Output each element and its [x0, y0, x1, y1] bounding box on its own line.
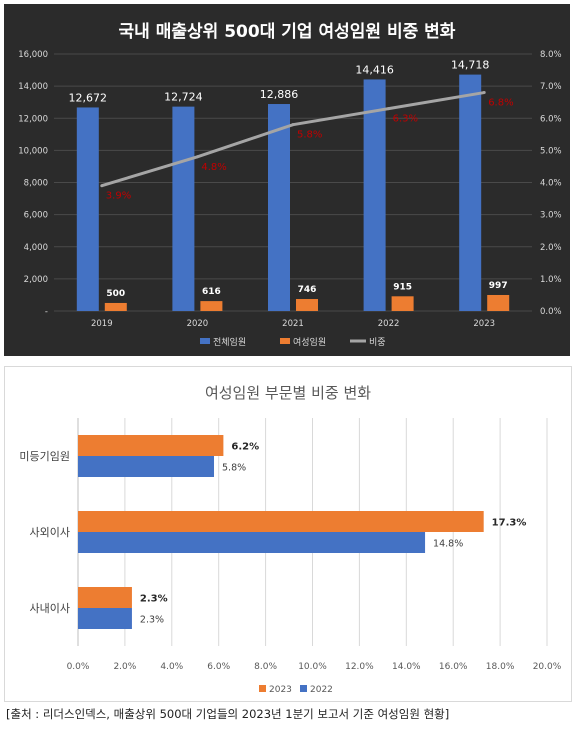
- legend-label: 2022: [310, 685, 333, 695]
- data-label-ratio: 3.9%: [106, 191, 131, 202]
- bar-2023: [78, 511, 484, 532]
- bar-female-executives: [391, 296, 414, 311]
- data-label-2022: 2.3%: [140, 615, 164, 626]
- x-tick-label: 2023: [473, 319, 495, 329]
- legend: 2023 2022: [259, 685, 333, 695]
- data-label-female: 746: [298, 285, 317, 295]
- data-label-2023: 6.2%: [231, 442, 259, 453]
- y-left-tick-label: 4,000: [24, 243, 48, 253]
- bar-female-executives: [104, 302, 127, 311]
- x-tick-label: 2020: [187, 319, 209, 329]
- x-tick-label: 12.0%: [345, 662, 374, 672]
- legend: 전체임원 여성임원 비중: [200, 336, 386, 348]
- data-label-total: 12,886: [260, 88, 299, 101]
- x-tick-label: 14.0%: [392, 662, 421, 672]
- data-label-female: 616: [202, 287, 221, 297]
- y-left-tick-label: -: [45, 307, 48, 317]
- y-right-tick-label: 0.0%: [540, 307, 562, 317]
- x-tick-label: 16.0%: [439, 662, 468, 672]
- y-right-tick-label: 2.0%: [540, 243, 562, 253]
- line-ratio-point: [100, 184, 104, 188]
- bar-2022: [78, 456, 215, 477]
- y-right-tick-label: 3.0%: [540, 211, 562, 221]
- y-left-tick-label: 2,000: [24, 275, 48, 285]
- y-left-tick-label: 14,000: [18, 82, 48, 92]
- x-tick-label: 18.0%: [486, 662, 515, 672]
- y-right-tick-label: 5.0%: [540, 146, 562, 156]
- bar-total-executives: [76, 107, 99, 312]
- bar-2022: [78, 532, 426, 553]
- y-category-label: 미등기임원: [19, 450, 70, 463]
- legend-swatch: [259, 685, 266, 692]
- legend-label: 비중: [369, 337, 386, 348]
- x-tick-label: 10.0%: [298, 662, 327, 672]
- data-label-ratio: 5.8%: [297, 130, 322, 141]
- data-label-female: 997: [489, 281, 508, 291]
- y-right-tick-label: 1.0%: [540, 275, 562, 285]
- data-label-2022: 5.8%: [222, 463, 246, 474]
- bar-2023: [78, 587, 132, 608]
- line-ratio-point: [387, 107, 391, 111]
- bar-female-executives: [296, 299, 318, 311]
- legend-label: 2023: [269, 685, 292, 695]
- x-tick-label: 8.0%: [254, 662, 277, 672]
- x-tick-label: 2019: [91, 319, 113, 329]
- y-right-tick-label: 8.0%: [540, 50, 562, 60]
- x-tick-label: 20.0%: [533, 662, 562, 672]
- y-category-label: 사내이사: [30, 602, 70, 615]
- y-left-tick-label: 6,000: [24, 211, 48, 221]
- bar-female-executives: [200, 301, 223, 311]
- data-label-female: 915: [393, 282, 412, 292]
- data-label-total: 14,718: [451, 59, 490, 72]
- y-right-tick-label: 7.0%: [540, 82, 562, 92]
- chart-female-executive-by-section: 여성임원 부문별 비중 변화 0.0% 2.0% 4.0% 6.0% 8.0% 10.0% 1…: [4, 366, 572, 702]
- bar-total-executives: [363, 79, 386, 312]
- x-tick-label: 0.0%: [67, 662, 90, 672]
- legend-label: 전체임원: [213, 336, 246, 348]
- y-category-label: 사외이사: [30, 526, 70, 539]
- legend-label: 여성임원: [293, 336, 326, 348]
- legend-swatch: [200, 338, 210, 344]
- y-left-tick-label: 8,000: [24, 179, 48, 189]
- data-label-total: 12,672: [69, 91, 108, 104]
- data-label-ratio: 6.8%: [488, 98, 513, 109]
- data-label-female: 500: [106, 289, 125, 299]
- line-ratio-point: [482, 91, 486, 95]
- x-tick-label: 2021: [282, 319, 304, 329]
- legend-swatch: [280, 338, 290, 344]
- source-note: [출처 : 리더스인덱스, 매출상위 500대 기업들의 2023년 1분기 보…: [6, 707, 450, 721]
- y-right-tick-label: 6.0%: [540, 114, 562, 124]
- bar-2023: [78, 435, 224, 456]
- data-label-ratio: 6.3%: [393, 114, 418, 125]
- line-ratio-point: [195, 155, 199, 159]
- chart-title: 여성임원 부문별 비중 변화: [205, 384, 371, 402]
- y-left-tick-label: 16,000: [18, 50, 48, 60]
- chart-title: 국내 매출상위 500대 기업 여성임원 비중 변화: [119, 21, 456, 42]
- line-ratio-point: [291, 123, 295, 127]
- bar-female-executives: [487, 294, 510, 311]
- x-tick-label: 2022: [378, 319, 400, 329]
- x-tick-label: 2.0%: [113, 662, 136, 672]
- data-label-2023: 2.3%: [140, 594, 168, 605]
- bar-total-executives: [459, 74, 482, 311]
- y-left-tick-label: 10,000: [18, 146, 48, 156]
- x-tick-label: 6.0%: [207, 662, 230, 672]
- chart-total-vs-female-executives: 국내 매출상위 500대 기업 여성임원 비중 변화 - 0.0% 2,000 1.0%…: [4, 4, 570, 356]
- bar-total-executives: [172, 106, 195, 311]
- data-label-total: 14,416: [355, 63, 394, 76]
- data-label-2023: 17.3%: [492, 518, 527, 529]
- bar-total-executives: [268, 104, 290, 312]
- data-label-ratio: 4.8%: [201, 162, 226, 173]
- data-label-2022: 14.8%: [433, 539, 463, 550]
- y-right-tick-label: 4.0%: [540, 179, 562, 189]
- x-tick-label: 4.0%: [160, 662, 183, 672]
- data-label-total: 12,724: [164, 91, 203, 104]
- bar-2022: [78, 608, 132, 629]
- y-left-tick-label: 12,000: [18, 114, 48, 124]
- legend-swatch: [300, 685, 307, 692]
